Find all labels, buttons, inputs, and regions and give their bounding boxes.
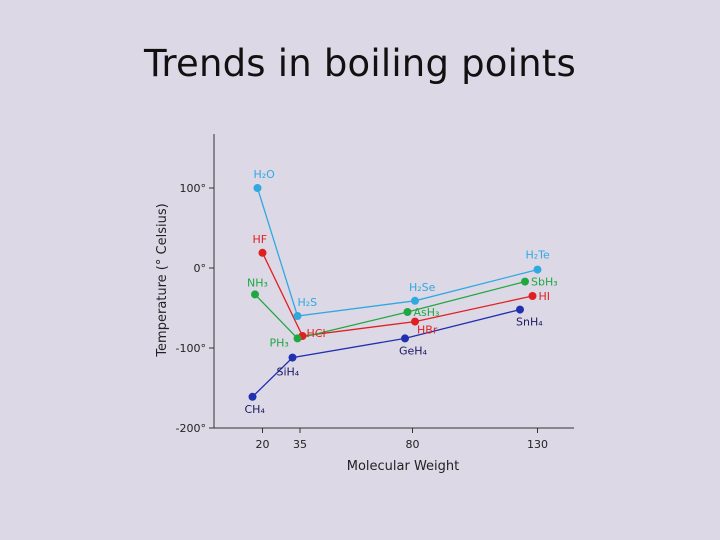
data-point	[251, 290, 259, 299]
series-line	[261, 252, 533, 337]
x-tick-label: 20	[256, 438, 270, 451]
x-tick-label: 80	[406, 438, 420, 451]
slide-title: Trends in boiling points	[144, 42, 576, 85]
point-label: SbH₃	[531, 276, 558, 289]
point-labels: H₂O H₂S H₂Se H₂Te HF HCl HBr HI NH₃ PH₃ AsH₃ SbH₃ CH…	[245, 168, 558, 416]
x-axis-title: Molecular Weight	[347, 459, 460, 474]
data-point	[293, 334, 302, 343]
point-label: CH₄	[245, 403, 266, 416]
point-label: H₂S	[298, 296, 318, 309]
point-label: AsH₃	[414, 306, 440, 319]
data-point	[401, 334, 409, 343]
data-point	[258, 248, 267, 257]
data-point	[516, 305, 524, 314]
point-label: SiH₄	[277, 366, 300, 379]
point-label: HCl	[307, 327, 326, 340]
point-label: H₂O	[254, 168, 276, 181]
point-label: H₂Te	[526, 249, 551, 262]
point-label: NH₃	[247, 276, 268, 289]
data-point	[411, 296, 419, 305]
y-tick-label: -200°	[176, 422, 206, 435]
point-label: SnH₄	[516, 316, 543, 329]
x-tick-label: 130	[527, 438, 548, 451]
data-point	[293, 312, 302, 320]
data-point	[521, 277, 529, 286]
point-label: HBr	[417, 324, 438, 337]
series-lines	[252, 187, 538, 398]
data-point	[253, 184, 262, 192]
data-point	[411, 317, 419, 326]
series-markers	[248, 184, 542, 401]
data-point	[288, 353, 297, 362]
chart-container: 100° 0° -100° -200° 20 35 80 130 Molecular Weigh…	[150, 130, 580, 480]
boiling-point-chart: 100° 0° -100° -200° 20 35 80 130 Molecular Weigh…	[155, 134, 574, 474]
point-label: HI	[539, 290, 551, 303]
y-tick-label: 0°	[194, 262, 207, 275]
y-tick-label: 100°	[180, 182, 207, 195]
point-label: H₂Se	[409, 281, 436, 294]
data-point	[528, 292, 537, 300]
y-tick-label: -100°	[176, 342, 206, 355]
point-label: PH₃	[270, 336, 289, 349]
point-label: HF	[253, 233, 268, 246]
data-point	[248, 392, 257, 401]
data-point	[403, 308, 412, 316]
point-label: GeH₄	[399, 344, 428, 357]
chart-axes: 100° 0° -100° -200° 20 35 80 130 Molecular Weigh…	[155, 134, 574, 474]
x-tick-label: 35	[293, 438, 307, 451]
y-axis-title: Temperature (° Celsius)	[155, 203, 170, 357]
series-line	[256, 187, 538, 317]
data-point	[533, 265, 542, 274]
series-line	[254, 280, 526, 340]
series-line	[252, 308, 521, 398]
